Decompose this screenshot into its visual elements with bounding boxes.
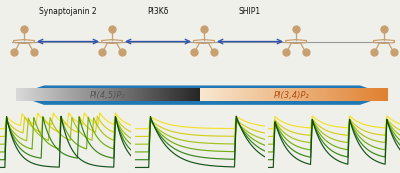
Polygon shape <box>16 85 200 105</box>
Polygon shape <box>200 85 388 105</box>
Text: SHIP1: SHIP1 <box>239 7 261 16</box>
Text: Synaptojanin 2: Synaptojanin 2 <box>39 7 97 16</box>
Text: PI(3,4)P₂: PI(3,4)P₂ <box>274 91 310 100</box>
Text: PI(4,5)P₂: PI(4,5)P₂ <box>90 91 126 100</box>
Text: PI3Kδ: PI3Kδ <box>147 7 169 16</box>
